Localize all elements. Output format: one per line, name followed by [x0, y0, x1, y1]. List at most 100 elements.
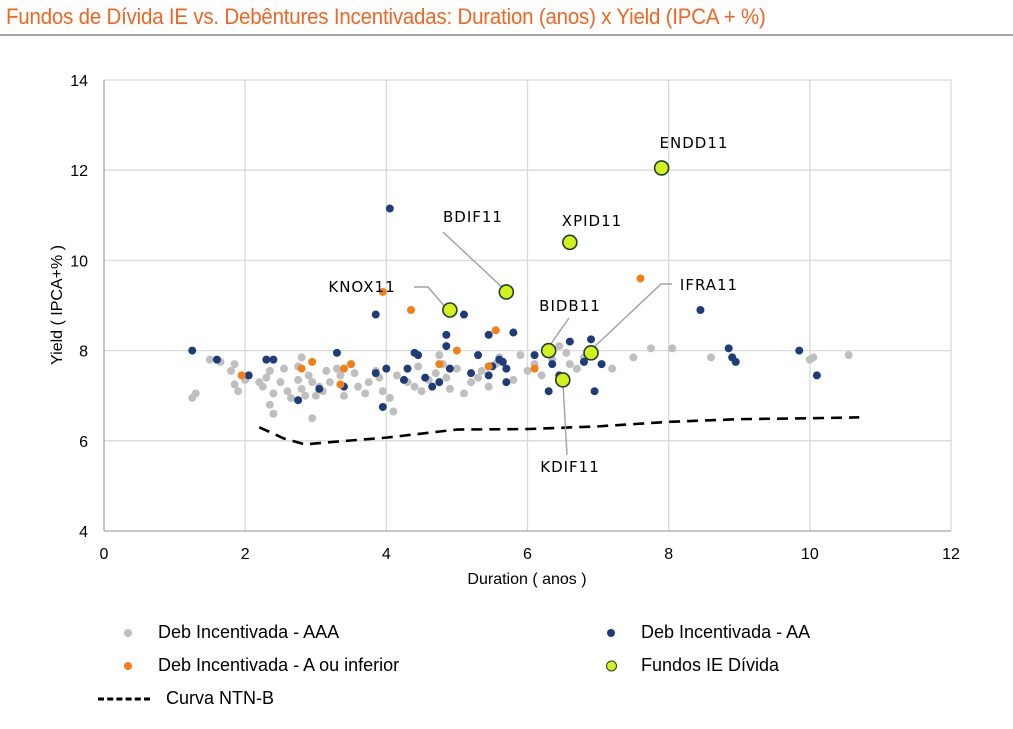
axes [103, 80, 951, 532]
point-fund [442, 302, 458, 318]
point-aaa [191, 389, 200, 398]
legend-label: Deb Incentivada - AA [641, 622, 811, 642]
point-aaa [629, 353, 638, 362]
point-a-or-lower [452, 346, 461, 355]
point-aa [590, 387, 599, 396]
point-aaa [608, 364, 617, 373]
y-tick-label: 8 [79, 344, 88, 361]
point-aaa [350, 369, 359, 378]
annotation-leader-line [442, 231, 506, 291]
point-fund [653, 160, 670, 176]
legend-label: Curva NTN-B [166, 688, 275, 708]
point-aaa [325, 378, 334, 387]
point-a-or-lower [237, 371, 246, 380]
annotation-leader-line [547, 317, 570, 349]
y-tick-label: 6 [79, 434, 88, 451]
legend-label: Deb Incentivada - A ou inferior [158, 655, 400, 675]
point-aaa [392, 371, 401, 380]
annotation-leader-line [562, 383, 568, 456]
fund-label: ENDD11 [660, 134, 729, 152]
point-aa [315, 384, 324, 393]
point-aaa [385, 393, 394, 402]
point-aaa [361, 389, 370, 398]
point-aaa [572, 364, 581, 373]
grid-lines [104, 79, 952, 531]
point-aa [378, 402, 387, 411]
point-aaa [378, 387, 387, 396]
point-aaa [537, 371, 546, 380]
point-aaa [301, 391, 310, 400]
point-aaa [332, 364, 341, 373]
legend-item-a-or-lower: Deb Incentivada - A ou inferior [120, 655, 399, 676]
point-aa [474, 351, 483, 360]
tick-labels: 0 2 4 6 8 10 12 4 6 8 10 12 14 [70, 73, 960, 563]
point-aaa [389, 407, 398, 416]
series-a-or-lower [237, 274, 645, 389]
x-tick-label: 6 [523, 546, 532, 563]
point-fund [498, 284, 515, 300]
point-aaa [467, 378, 476, 387]
y-tick-label: 12 [70, 163, 88, 180]
point-aa [403, 364, 412, 373]
point-aa [445, 364, 454, 373]
point-a-or-lower [636, 274, 645, 283]
legend-dash-icon [98, 697, 150, 700]
point-aaa [339, 391, 348, 400]
point-aaa [364, 378, 373, 387]
point-aa [467, 369, 476, 378]
point-fund [562, 234, 578, 251]
point-aaa [477, 366, 486, 375]
point-aaa [234, 387, 243, 396]
fund-label: IFRA11 [680, 276, 738, 294]
point-aaa [565, 360, 574, 369]
point-a-or-lower [297, 364, 306, 373]
point-aaa [230, 360, 239, 369]
point-aa [269, 355, 278, 364]
y-tick-label: 14 [70, 73, 88, 90]
point-aa [498, 357, 507, 366]
point-aa [509, 328, 518, 337]
point-aa [332, 348, 341, 357]
point-a-or-lower [484, 362, 493, 371]
point-fund [583, 345, 599, 361]
point-aa [435, 378, 444, 387]
point-aaa [431, 369, 440, 378]
series-aa [188, 204, 821, 411]
point-aaa [474, 373, 483, 382]
legend-dot-icon [607, 628, 615, 637]
fund-label: KNOX11 [328, 278, 395, 296]
point-aa [382, 364, 391, 373]
legend-label: Deb Incentivada - AAA [158, 622, 340, 642]
legend-label: Fundos IE Dívida [641, 655, 780, 675]
point-aa [371, 369, 380, 378]
point-aa [421, 373, 430, 382]
fund-label: KDIF11 [540, 458, 600, 476]
point-aa [459, 310, 468, 319]
point-aa [502, 364, 511, 373]
point-aaa [509, 375, 518, 384]
annotation-leader-line [414, 286, 447, 309]
point-aa [294, 396, 303, 405]
point-aaa [227, 366, 236, 375]
point-aaa [484, 382, 493, 391]
point-aaa [283, 387, 292, 396]
fund-label: XPID11 [562, 212, 622, 230]
point-aa [414, 351, 423, 360]
point-aaa [516, 351, 525, 360]
point-aaa [442, 373, 451, 382]
point-aa [544, 387, 553, 396]
fund-label: BDIF11 [443, 208, 503, 226]
series-funds [442, 160, 670, 388]
point-aaa [523, 366, 532, 375]
point-aaa [297, 353, 306, 362]
point-aa [696, 306, 705, 315]
point-aaa [265, 366, 274, 375]
point-aaa [230, 380, 239, 389]
x-tick-label: 0 [100, 546, 109, 563]
point-aaa [308, 378, 317, 387]
title-divider [0, 34, 1013, 36]
point-aaa [555, 342, 564, 351]
point-aaa [297, 384, 306, 393]
point-aa [565, 337, 574, 346]
y-tick-label: 10 [70, 253, 88, 270]
